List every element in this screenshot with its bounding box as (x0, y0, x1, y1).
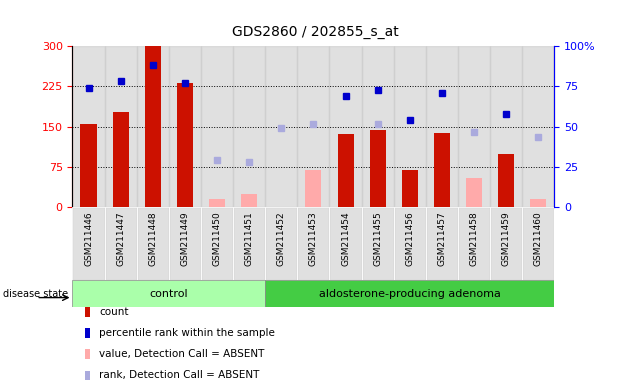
Text: GSM211456: GSM211456 (405, 211, 415, 266)
Bar (426, 207, 458, 280)
Bar (362, 46, 394, 207)
Text: GSM211448: GSM211448 (148, 211, 158, 266)
Bar (394, 207, 426, 280)
Bar (265, 280, 554, 307)
Bar (72, 207, 105, 280)
Bar (370, 131, 386, 207)
Bar (434, 133, 450, 207)
Bar (169, 207, 201, 280)
Bar (137, 207, 169, 280)
Text: value, Detection Call = ABSENT: value, Detection Call = ABSENT (99, 349, 265, 359)
Text: GSM211455: GSM211455 (373, 211, 382, 266)
Text: GSM211459: GSM211459 (501, 211, 511, 266)
Bar (458, 46, 490, 207)
Bar (297, 46, 329, 207)
Bar (490, 207, 522, 280)
Bar (105, 46, 137, 207)
Bar (402, 170, 418, 207)
Bar (362, 207, 394, 280)
Bar (265, 46, 297, 207)
Bar (329, 207, 362, 280)
Bar (81, 124, 96, 207)
Text: GSM211453: GSM211453 (309, 211, 318, 266)
Text: GSM211457: GSM211457 (437, 211, 447, 266)
Bar (145, 46, 161, 207)
Bar (169, 207, 201, 280)
Bar (530, 199, 546, 207)
Bar (522, 207, 554, 280)
Bar (233, 207, 265, 280)
Bar (201, 207, 233, 280)
Bar (394, 207, 426, 280)
Text: GSM211460: GSM211460 (534, 211, 543, 266)
Bar (72, 207, 105, 280)
Text: GSM211449: GSM211449 (180, 211, 190, 266)
Bar (490, 46, 522, 207)
Bar (394, 46, 426, 207)
Bar (233, 46, 265, 207)
Bar (265, 207, 297, 280)
Bar (338, 134, 353, 207)
Bar (241, 194, 257, 207)
Bar (466, 178, 482, 207)
Bar (297, 207, 329, 280)
Bar (201, 207, 233, 280)
Text: aldosterone-producing adenoma: aldosterone-producing adenoma (319, 289, 501, 299)
Text: GSM211454: GSM211454 (341, 211, 350, 266)
Text: GSM211451: GSM211451 (244, 211, 254, 266)
Bar (201, 46, 233, 207)
Text: GSM211446: GSM211446 (84, 211, 93, 266)
Bar (306, 170, 321, 207)
Bar (362, 207, 394, 280)
Bar (522, 207, 554, 280)
Bar (265, 207, 297, 280)
Text: GSM211450: GSM211450 (212, 211, 222, 266)
Text: count: count (99, 307, 129, 317)
Text: rank, Detection Call = ABSENT: rank, Detection Call = ABSENT (99, 370, 260, 381)
Bar (233, 207, 265, 280)
Bar (72, 280, 265, 307)
Text: disease state: disease state (3, 289, 68, 299)
Text: GSM211458: GSM211458 (469, 211, 479, 266)
Bar (426, 207, 458, 280)
Text: control: control (149, 289, 188, 299)
Bar (490, 207, 522, 280)
Bar (169, 46, 201, 207)
Bar (458, 207, 490, 280)
Bar (113, 112, 129, 207)
Text: GSM211447: GSM211447 (116, 211, 125, 266)
Bar (329, 207, 362, 280)
Bar (297, 207, 329, 280)
Text: percentile rank within the sample: percentile rank within the sample (99, 328, 275, 338)
Bar (137, 207, 169, 280)
Text: GSM211452: GSM211452 (277, 211, 286, 266)
Bar (105, 207, 137, 280)
Bar (522, 46, 554, 207)
Bar (209, 199, 225, 207)
Bar (177, 83, 193, 207)
Bar (105, 207, 137, 280)
Bar (426, 46, 458, 207)
Bar (498, 154, 514, 207)
Text: GDS2860 / 202855_s_at: GDS2860 / 202855_s_at (232, 25, 398, 39)
Bar (329, 46, 362, 207)
Bar (72, 46, 105, 207)
Bar (458, 207, 490, 280)
Bar (137, 46, 169, 207)
